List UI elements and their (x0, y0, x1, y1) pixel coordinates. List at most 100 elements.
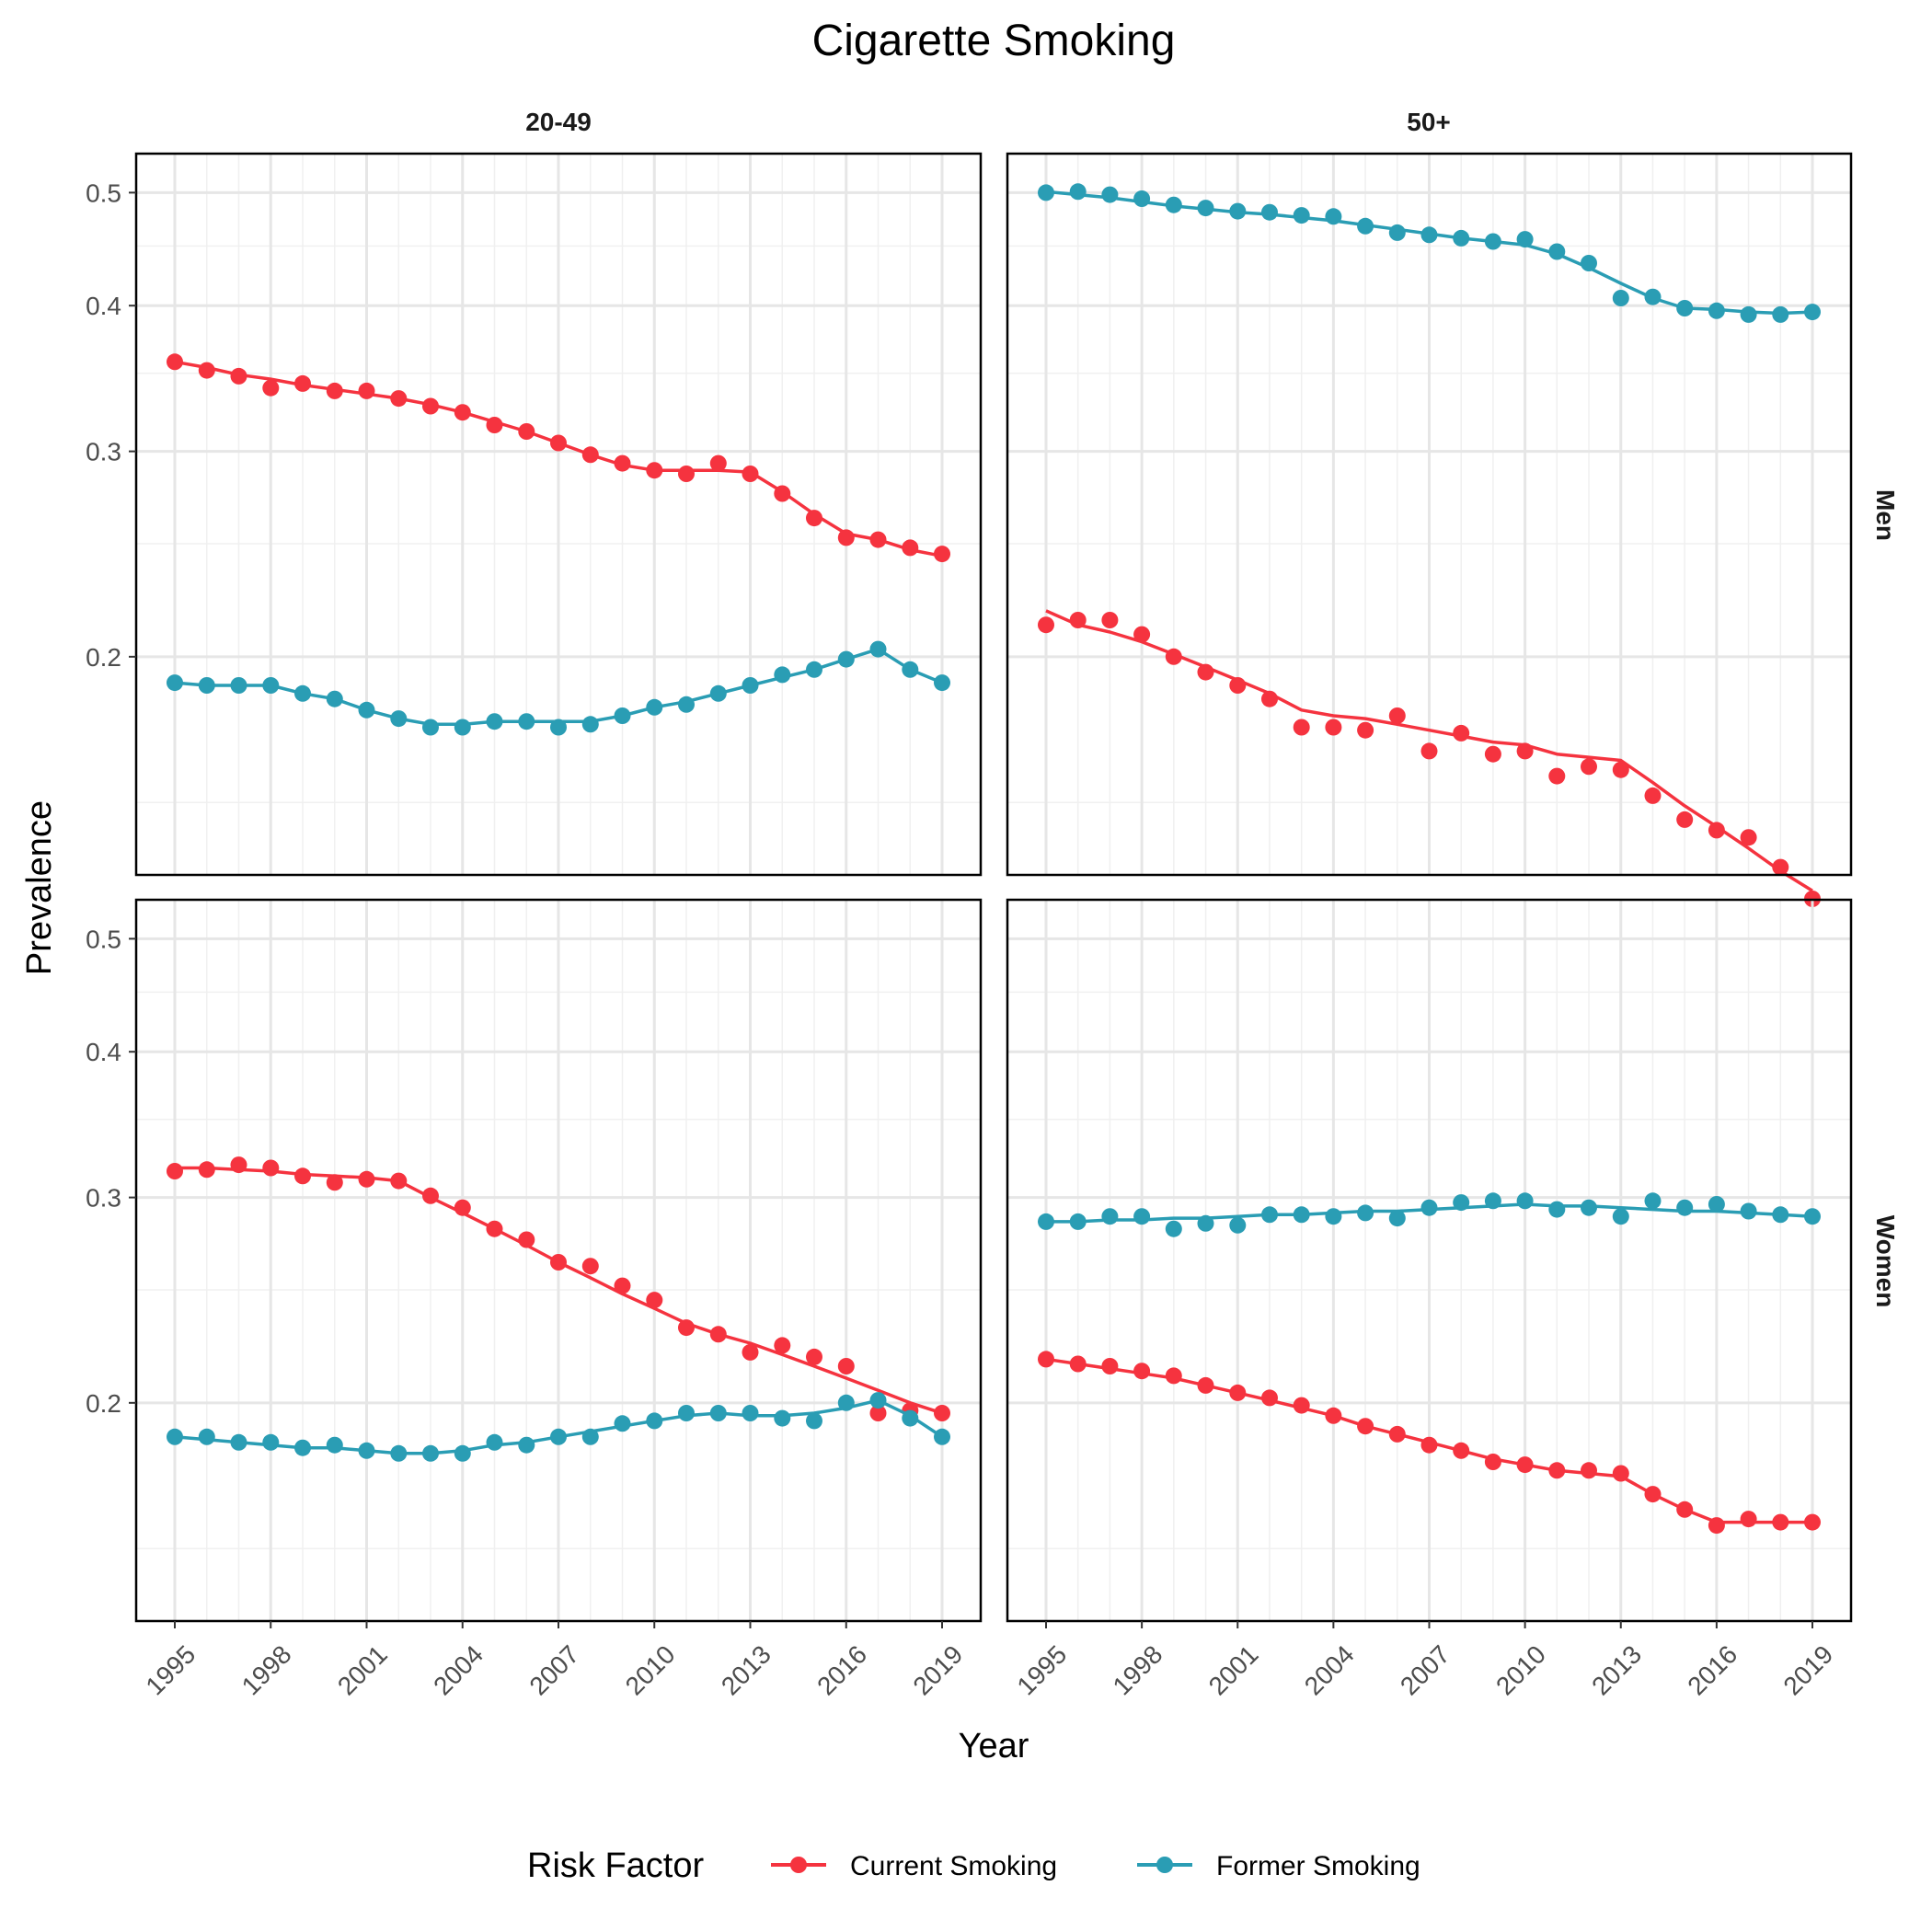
data-point-former-smoking (230, 1433, 247, 1451)
data-point-former-smoking (1165, 196, 1182, 213)
data-point-former-smoking (1676, 1199, 1694, 1216)
data-point-current-smoking (837, 1358, 855, 1374)
data-point-current-smoking (581, 446, 599, 464)
data-point-former-smoking (1133, 1208, 1151, 1225)
panel-20-49-men (134, 152, 983, 877)
data-point-current-smoking (1101, 1358, 1119, 1374)
data-point-current-smoking (1420, 1436, 1438, 1454)
data-point-former-smoking (1388, 1210, 1406, 1227)
data-point-former-smoking (1133, 190, 1151, 207)
data-point-current-smoking (1516, 1456, 1534, 1474)
legend-item-former: Former Smoking (1137, 1851, 1420, 1881)
data-point-former-smoking (1229, 1216, 1247, 1234)
data-point-current-smoking (614, 454, 631, 472)
x-tick-label: 2007 (1395, 1639, 1455, 1700)
x-tick-label: 2013 (716, 1639, 776, 1700)
data-point-former-smoking (1581, 1199, 1597, 1216)
data-point-current-smoking (1484, 1454, 1501, 1470)
data-point-current-smoking (1676, 811, 1694, 828)
data-point-former-smoking (326, 690, 343, 707)
data-point-current-smoking (646, 1292, 663, 1309)
data-point-former-smoking (358, 701, 375, 719)
data-point-former-smoking (678, 1405, 695, 1421)
data-point-current-smoking (1644, 1486, 1662, 1503)
data-point-current-smoking (230, 367, 247, 385)
x-tick-label: 2004 (428, 1639, 489, 1700)
data-point-former-smoking (1772, 305, 1789, 323)
data-point-former-smoking (230, 677, 247, 694)
data-point-former-smoking (262, 677, 280, 694)
data-point-former-smoking (1644, 1192, 1662, 1210)
data-point-former-smoking (646, 1412, 663, 1430)
data-point-current-smoking (1069, 1355, 1087, 1373)
data-point-current-smoking (1453, 724, 1470, 742)
data-point-current-smoking (678, 1319, 695, 1337)
data-point-current-smoking (422, 397, 439, 415)
data-point-current-smoking (230, 1156, 247, 1174)
data-point-former-smoking (1804, 304, 1821, 321)
data-point-former-smoking (390, 710, 408, 728)
data-point-former-smoking (709, 684, 727, 702)
data-point-current-smoking (1581, 1462, 1597, 1479)
data-point-former-smoking (934, 674, 950, 692)
data-point-former-smoking (422, 1444, 439, 1462)
x-tick-label: 2010 (1490, 1639, 1551, 1700)
data-point-current-smoking (1165, 648, 1182, 665)
data-point-former-smoking (1101, 1208, 1119, 1225)
data-point-current-smoking (422, 1187, 439, 1204)
data-point-current-smoking (1038, 616, 1054, 634)
data-point-current-smoking (774, 485, 791, 502)
data-point-current-smoking (198, 362, 215, 379)
data-point-former-smoking (262, 1433, 280, 1451)
data-point-current-smoking (1229, 1384, 1247, 1401)
data-point-current-smoking (869, 1405, 887, 1421)
data-point-current-smoking (1740, 1511, 1757, 1528)
data-point-current-smoking (390, 1172, 408, 1190)
data-point-current-smoking (869, 531, 887, 548)
data-point-former-smoking (1420, 1199, 1438, 1216)
x-tick-label: 2010 (620, 1639, 681, 1700)
data-point-current-smoking (1101, 612, 1119, 628)
data-point-former-smoking (1325, 208, 1342, 225)
data-point-current-smoking (742, 1343, 759, 1361)
data-point-current-smoking (806, 510, 822, 527)
data-point-current-smoking (1676, 1501, 1694, 1518)
data-point-former-smoking (1708, 302, 1725, 319)
data-point-former-smoking (1453, 229, 1470, 247)
data-point-current-smoking (1325, 1407, 1342, 1424)
y-tick-label: 0.2 (86, 1389, 121, 1418)
data-point-current-smoking (294, 374, 311, 392)
data-point-current-smoking (198, 1161, 215, 1179)
data-point-former-smoking (742, 1405, 759, 1421)
panel-border (1006, 152, 1853, 877)
x-tick-label: 2013 (1586, 1639, 1647, 1700)
data-point-former-smoking (902, 661, 919, 678)
data-point-current-smoking (518, 1231, 535, 1248)
data-point-former-smoking (806, 1412, 822, 1430)
data-point-current-smoking (1038, 1351, 1054, 1368)
data-point-current-smoking (1708, 822, 1725, 839)
legend-item-current: Current Smoking (771, 1851, 1057, 1881)
data-point-current-smoking (326, 382, 343, 399)
x-tick-label: 2016 (811, 1639, 872, 1700)
data-point-current-smoking (390, 390, 408, 408)
data-point-current-smoking (1804, 1513, 1821, 1531)
data-point-former-smoking (518, 713, 535, 730)
data-point-current-smoking (774, 1337, 791, 1354)
data-point-current-smoking (1772, 858, 1789, 876)
data-point-former-smoking (934, 1428, 950, 1445)
data-point-former-smoking (198, 1428, 215, 1445)
data-point-current-smoking (902, 539, 919, 557)
data-point-former-smoking (1484, 233, 1501, 250)
data-point-former-smoking (837, 1394, 855, 1411)
data-point-former-smoking (1229, 202, 1247, 220)
data-point-current-smoking (1388, 707, 1406, 724)
data-point-former-smoking (742, 677, 759, 694)
data-point-current-smoking (1293, 719, 1310, 736)
data-point-current-smoking (1133, 1363, 1151, 1380)
data-point-current-smoking (1772, 1513, 1789, 1531)
data-point-former-smoking (869, 1392, 887, 1409)
data-point-current-smoking (1229, 677, 1247, 694)
data-point-current-smoking (550, 434, 567, 452)
data-point-current-smoking (358, 1170, 375, 1188)
